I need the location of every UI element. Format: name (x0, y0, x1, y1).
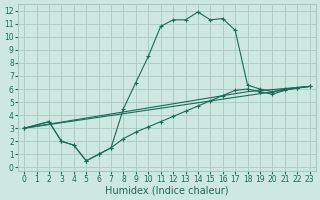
X-axis label: Humidex (Indice chaleur): Humidex (Indice chaleur) (105, 186, 229, 196)
